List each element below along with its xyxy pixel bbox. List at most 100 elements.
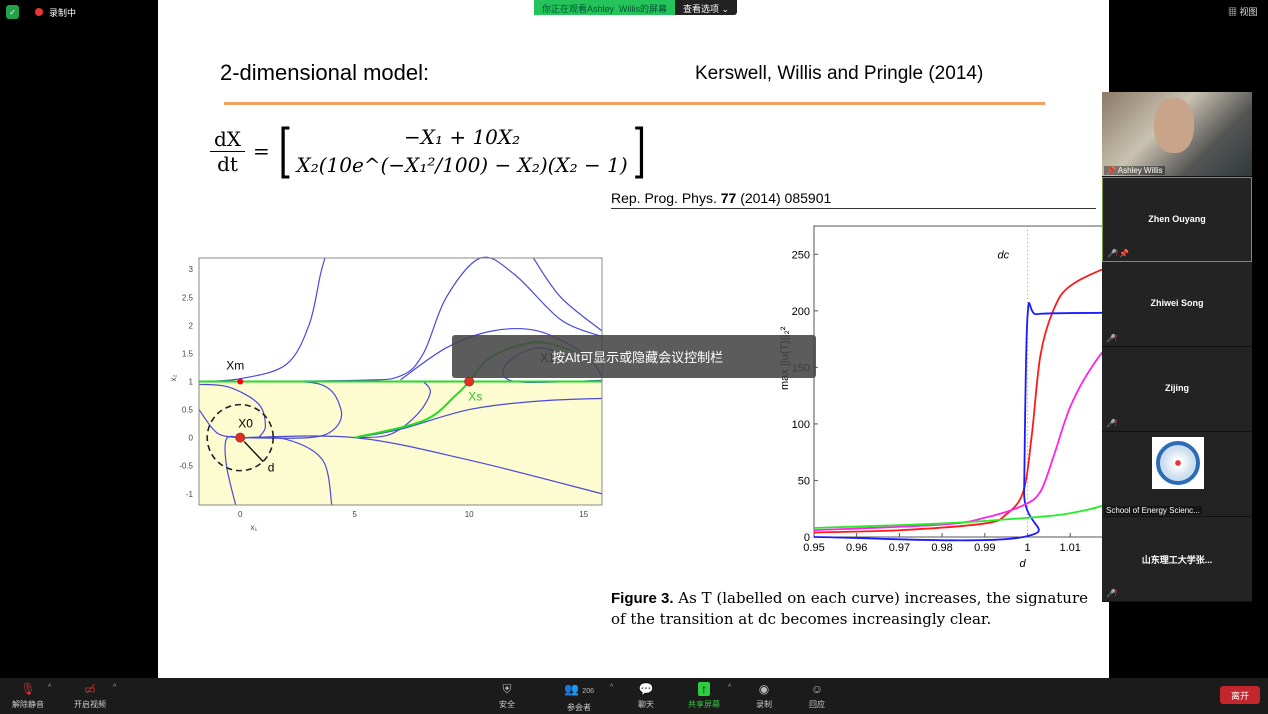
series-line-1 [813, 266, 1108, 534]
xs-point [464, 376, 475, 387]
trajectory [240, 380, 343, 439]
basin-region [199, 381, 602, 505]
muted-mic-icon: 🎤̸ [1106, 589, 1116, 598]
muted-mic-icon: 🎤̸ [1106, 419, 1116, 428]
unmute-button[interactable]: 🎙 解除静音 [12, 682, 44, 709]
share-screen-button[interactable]: ↑ 共享屏幕 [688, 682, 720, 709]
eq-denominator: dt [217, 151, 238, 176]
participant-tile[interactable]: 山东理工大学张... 🎤̸ [1102, 517, 1252, 602]
chat-button[interactable]: 💬 聊天 [638, 682, 654, 709]
share-options-caret[interactable]: ^ [728, 684, 732, 691]
participant-video [1154, 98, 1194, 153]
x-axis-label: d [1020, 558, 1027, 570]
series-line-0.75 [813, 345, 1108, 532]
participant-tile[interactable]: Zhen Ouyang 🎤̸ 📌 [1102, 177, 1252, 262]
y-tick-label: 1 [189, 378, 194, 387]
recording-icon [35, 8, 43, 16]
x-tick-label: 10 [465, 510, 474, 519]
participants-caret[interactable]: ^ [610, 684, 614, 691]
participant-name: Zhiwei Song [1150, 298, 1204, 308]
x-tick-label: 1.01 [1059, 542, 1080, 554]
alt-hint-tooltip: 按Alt可显示或隐藏会议控制栏 [452, 335, 816, 378]
x-tick-label: 0.99 [974, 542, 995, 554]
slide-title: 2-dimensional model: [220, 60, 430, 85]
video-options-caret[interactable]: ^ [113, 684, 117, 691]
chat-icon: 💬 [638, 682, 654, 696]
start-video-button[interactable]: ▭̸ 开启视频 [74, 682, 106, 709]
xm-point [237, 378, 244, 385]
x0-point [235, 432, 246, 443]
trajectory [224, 435, 241, 506]
y-tick-label: 50 [798, 475, 810, 487]
transition-chart: 0.950.960.970.980.9911.011.021.031.041.0… [779, 225, 1108, 570]
muted-mic-icon: 🎤̸ 📌 [1107, 249, 1130, 258]
x-tick-label: 15 [579, 510, 588, 519]
audio-options-caret[interactable]: ^ [48, 684, 52, 691]
x-tick-label: 0 [238, 510, 243, 519]
plot-frame [813, 225, 1108, 538]
x-tick-label: 5 [352, 510, 357, 519]
trajectory [532, 257, 603, 332]
shared-slide: 2-dimensional model: Kerswell, Willis an… [158, 0, 1109, 678]
share-banner: 你正在观看Ashley Willis的屏幕 查看选项 ⌄ [534, 0, 738, 15]
y-tick-label: -1 [186, 490, 194, 499]
x-tick-label: 1 [1024, 542, 1030, 554]
security-button[interactable]: ⛨ 安全 [499, 682, 515, 709]
d-label: d [268, 460, 275, 474]
y-tick-label: 2 [189, 321, 194, 330]
y-axis-label: x₂ [169, 374, 178, 381]
muted-mic-icon: 🎤̸ [1106, 334, 1116, 343]
y-tick-label: 100 [792, 419, 810, 431]
recording-label: 录制中 [49, 7, 77, 18]
trajectory [354, 397, 603, 439]
view-button[interactable]: ▦ 视图 [1228, 7, 1258, 17]
security-shield-icon[interactable]: ✓ [6, 5, 19, 19]
y-tick-label: 0 [804, 532, 810, 544]
xm-label: Xm [226, 359, 244, 373]
participant-tile[interactable]: Zijing 🎤̸ [1102, 347, 1252, 432]
plot-frame [198, 257, 603, 506]
trajectory [240, 436, 333, 506]
y-tick-label: -0.5 [179, 462, 193, 471]
y-tick-label: 3 [189, 265, 194, 274]
trajectory [198, 257, 326, 383]
trajectory [198, 409, 241, 439]
view-options-label: 查看选项 [683, 4, 720, 14]
reactions-button[interactable]: ☺ 回应 [809, 682, 825, 709]
participant-tile[interactable]: Zhiwei Song 🎤̸ [1102, 262, 1252, 347]
y-tick-label: 2.5 [182, 293, 194, 302]
participants-button[interactable]: 👥 206 参会者 [564, 682, 594, 712]
equation: dX dt = [ −X₁ + 10X₂ X₂(10e^(−X₁²/100) − X… [210, 122, 650, 180]
x-tick-label: 0.97 [889, 542, 910, 554]
journal-reference: Rep. Prog. Phys. 77 (2014) 085901 [611, 190, 1096, 209]
trajectory [354, 381, 431, 439]
participant-tile[interactable]: 📌 Ashley Willis [1102, 92, 1252, 177]
share-screen-icon: ↑ [698, 682, 710, 696]
leave-button[interactable]: 离开 [1220, 686, 1260, 704]
series-line-5 [813, 301, 1108, 542]
x0-label: X0 [238, 417, 253, 431]
dc-label: dc [998, 249, 1010, 261]
participant-name: Zhen Ouyang [1148, 214, 1206, 224]
record-button[interactable]: ◉ 录制 [756, 682, 772, 709]
school-logo [1152, 437, 1204, 489]
y-tick-label: 0 [189, 434, 194, 443]
figure-caption: Figure 3. As T (labelled on each curve) … [611, 589, 1089, 628]
muted-mic-icon: 🎙 [20, 682, 36, 696]
participant-tile[interactable]: School of Energy Scienc... [1102, 432, 1252, 517]
trajectory [198, 256, 603, 383]
eq-row-1: −X₁ + 10X₂ [403, 125, 521, 149]
x-tick-label: 0.95 [803, 542, 824, 554]
x-axis-label: x₁ [251, 523, 258, 532]
reaction-icon: ☺ [810, 682, 824, 696]
xs-label: Xs [468, 390, 482, 404]
slide-citation: Kerswell, Willis and Pringle (2014) [695, 63, 984, 84]
title-divider [224, 102, 1045, 105]
participant-gallery: 📌 Ashley Willis Zhen Ouyang 🎤̸ 📌 Zhiwei S… [1102, 92, 1252, 602]
trajectory [198, 383, 267, 439]
participant-name: School of Energy Scienc... [1104, 506, 1202, 515]
view-options-button[interactable]: 查看选项 ⌄ [675, 0, 738, 15]
eq-row-2: X₂(10e^(−X₁²/100) − X₂)(X₂ − 1) [296, 153, 628, 177]
top-status: ✓ 录制中 [6, 5, 76, 19]
